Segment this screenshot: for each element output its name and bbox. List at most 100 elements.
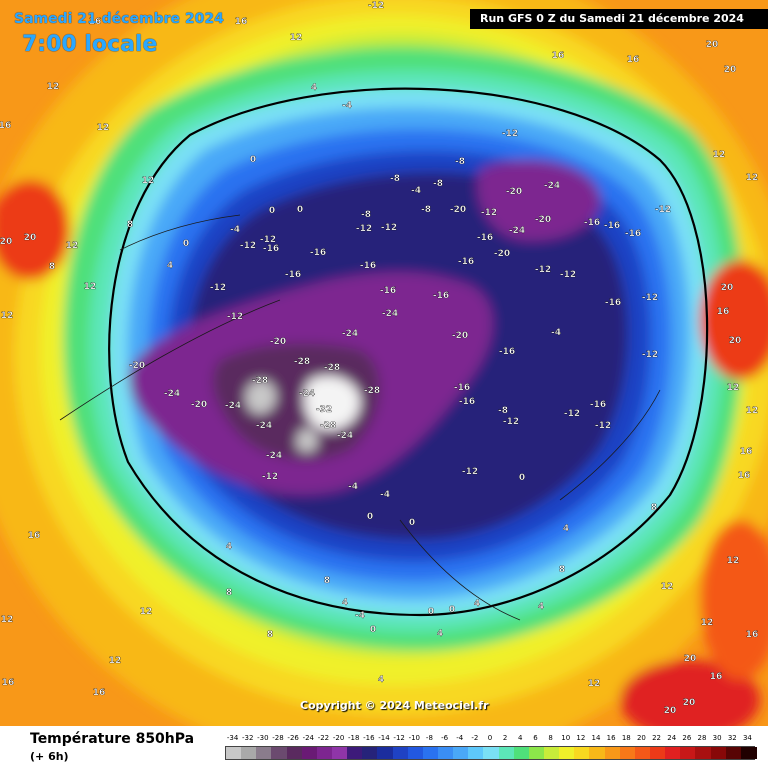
isotherm-label: -12 (642, 293, 658, 303)
isotherm-label: 4 (474, 599, 480, 609)
isotherm-label: 12 (1, 615, 14, 625)
scale-swatch (589, 747, 606, 759)
isotherm-label: -12 (210, 283, 226, 293)
scale-label: -8 (425, 734, 433, 742)
scale-label: -22 (317, 734, 330, 742)
scale-label: -24 (302, 734, 314, 742)
isotherm-label: 0 (183, 239, 189, 249)
scale-swatch (271, 747, 288, 759)
isotherm-label: -20 (270, 337, 286, 347)
isotherm-label: -24 (266, 451, 282, 461)
isotherm-label: -24 (337, 431, 353, 441)
isotherm-label: -8 (433, 179, 443, 189)
legend-subtitle: (+ 6h) (30, 750, 69, 763)
isotherm-label: 12 (47, 82, 60, 92)
scale-label: 20 (636, 734, 646, 742)
isotherm-label: -12 (262, 472, 278, 482)
isotherm-label: -28 (324, 363, 340, 373)
scale-swatch (407, 747, 424, 759)
isotherm-label: -24 (299, 389, 315, 399)
isotherm-label: 16 (235, 17, 248, 27)
isotherm-label: -12 (481, 208, 497, 218)
isotherm-label: 0 (250, 155, 256, 165)
scale-swatch (725, 747, 742, 759)
scale-swatch (528, 747, 545, 759)
scale-swatch (544, 747, 560, 759)
scale-swatch (665, 747, 682, 759)
scale-label: 26 (682, 734, 692, 742)
scale-label: 28 (697, 734, 707, 742)
isotherm-label: -12 (655, 205, 671, 215)
scale-label: 24 (667, 734, 677, 742)
scale-label: 18 (621, 734, 631, 742)
isotherm-label: -12 (368, 1, 384, 11)
isotherm-label: 20 (664, 706, 677, 716)
isotherm-label: -8 (421, 205, 431, 215)
isotherm-label: -24 (509, 226, 525, 236)
isotherm-label: -4 (342, 101, 352, 111)
scale-swatch (710, 747, 727, 759)
forecast-time: 7:00 locale (22, 32, 158, 57)
isotherm-label: 0 (367, 512, 373, 522)
isotherm-label: 20 (684, 654, 697, 664)
isotherm-label: -16 (605, 298, 621, 308)
isotherm-label: -16 (380, 286, 396, 296)
coastline-sketch (59, 214, 661, 621)
isotherm-label: 4 (538, 602, 544, 612)
isotherm-label: -4 (355, 611, 365, 621)
isotherm-label: 12 (290, 33, 303, 43)
scale-swatch (559, 747, 576, 759)
isotherm-label: -20 (535, 215, 551, 225)
isotherm-label: -24 (164, 389, 180, 399)
isotherm-label: -28 (294, 357, 310, 367)
isotherm-label: 12 (713, 150, 726, 160)
isotherm-label: -16 (310, 248, 326, 258)
isotherm-label: -16 (459, 397, 475, 407)
isotherm-label: -12 (595, 421, 611, 431)
isotherm-label: -16 (433, 291, 449, 301)
isotherm-label: -12 (356, 224, 372, 234)
isotherm-label: -12 (260, 235, 276, 245)
isotherm-label: 16 (552, 51, 565, 61)
scale-label: 14 (591, 734, 601, 742)
isotherm-label: -4 (348, 482, 358, 492)
scale-swatch (347, 747, 364, 759)
isotherm-label: -12 (502, 129, 518, 139)
isotherm-label: 12 (746, 406, 759, 416)
isotherm-label: 4 (311, 83, 317, 93)
scale-label: -30 (257, 734, 269, 742)
isotherm-label: 12 (109, 656, 122, 666)
isotherm-label: 16 (740, 447, 753, 457)
isotherm-label: 4 (437, 629, 443, 639)
isotherm-label: 20 (0, 237, 12, 247)
isotherm-label: 0 (428, 607, 434, 617)
isotherm-label: 12 (66, 241, 79, 251)
scale-label: 32 (727, 734, 737, 742)
scale-swatch (226, 747, 242, 759)
scale-label: -32 (241, 734, 254, 742)
isotherm-label: 16 (0, 121, 11, 131)
isotherm-label: -16 (590, 400, 606, 410)
temperature-bands (0, 0, 768, 726)
isotherm-label: 8 (226, 588, 232, 598)
zero-degree-isotherm (108, 87, 709, 617)
scale-swatch (680, 747, 697, 759)
isotherm-label: -8 (498, 406, 508, 416)
scale-label: 30 (712, 734, 722, 742)
scale-swatch (634, 747, 651, 759)
scale-label: -12 (393, 734, 405, 742)
isotherm-label: -20 (506, 187, 522, 197)
isotherm-label: 16 (2, 678, 15, 688)
isotherm-label: -4 (230, 225, 240, 235)
isotherm-label: 12 (746, 173, 759, 183)
scale-swatch (362, 747, 379, 759)
scale-swatch (453, 747, 470, 759)
isotherm-label: -12 (560, 270, 576, 280)
isotherm-label-layer: -12 20 16 16 20 16 12 16 12 16 12 4 -4 -12 -8 -20 -24 12 1… (0, 1, 758, 716)
scale-swatch (468, 747, 485, 759)
isotherm-label: 20 (706, 40, 719, 50)
scale-swatch (513, 747, 530, 759)
isotherm-label: 12 (142, 176, 155, 186)
scale-label: 22 (652, 734, 662, 742)
scale-label: 2 (502, 734, 508, 742)
